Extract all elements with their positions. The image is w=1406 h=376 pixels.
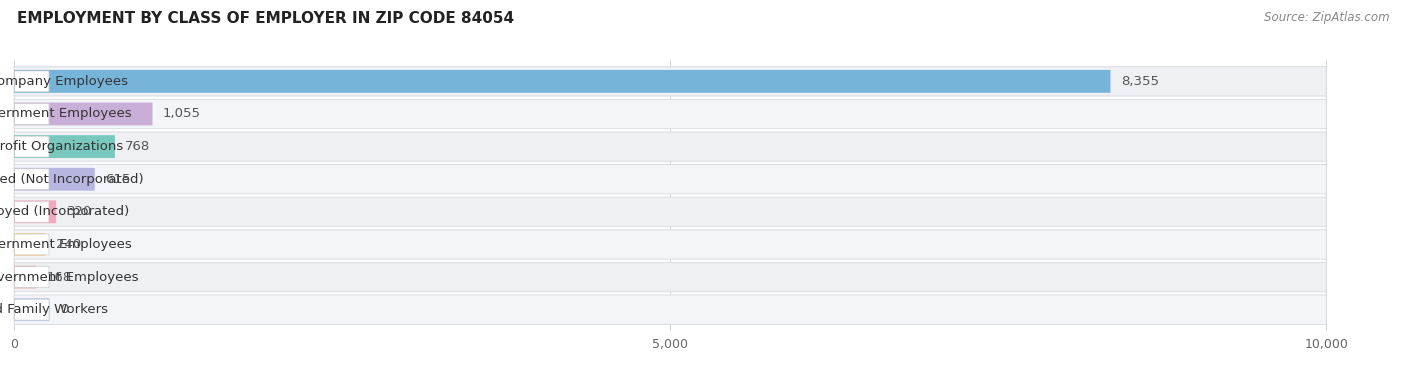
- FancyBboxPatch shape: [14, 70, 1111, 93]
- Text: 320: 320: [66, 205, 91, 218]
- Text: State Government Employees: State Government Employees: [0, 108, 132, 120]
- Text: 8,355: 8,355: [1121, 75, 1159, 88]
- Text: Private Company Employees: Private Company Employees: [0, 75, 128, 88]
- Text: Source: ZipAtlas.com: Source: ZipAtlas.com: [1264, 11, 1389, 24]
- FancyBboxPatch shape: [14, 267, 49, 288]
- FancyBboxPatch shape: [14, 295, 1326, 324]
- FancyBboxPatch shape: [14, 135, 115, 158]
- FancyBboxPatch shape: [14, 99, 1326, 129]
- Text: 168: 168: [46, 271, 72, 284]
- Text: 0: 0: [60, 303, 69, 316]
- FancyBboxPatch shape: [14, 200, 56, 223]
- FancyBboxPatch shape: [14, 298, 49, 321]
- Text: Unpaid Family Workers: Unpaid Family Workers: [0, 303, 108, 316]
- FancyBboxPatch shape: [14, 103, 49, 124]
- Text: EMPLOYMENT BY CLASS OF EMPLOYER IN ZIP CODE 84054: EMPLOYMENT BY CLASS OF EMPLOYER IN ZIP C…: [17, 11, 515, 26]
- Text: 615: 615: [105, 173, 131, 186]
- Text: Not-for-profit Organizations: Not-for-profit Organizations: [0, 140, 124, 153]
- FancyBboxPatch shape: [14, 168, 94, 191]
- FancyBboxPatch shape: [14, 136, 49, 157]
- FancyBboxPatch shape: [14, 67, 1326, 96]
- Text: 1,055: 1,055: [163, 108, 201, 120]
- FancyBboxPatch shape: [14, 230, 1326, 259]
- FancyBboxPatch shape: [14, 132, 1326, 161]
- FancyBboxPatch shape: [14, 197, 1326, 226]
- FancyBboxPatch shape: [14, 202, 49, 222]
- FancyBboxPatch shape: [14, 165, 1326, 194]
- Text: Local Government Employees: Local Government Employees: [0, 238, 131, 251]
- Text: 240: 240: [56, 238, 82, 251]
- FancyBboxPatch shape: [14, 103, 152, 125]
- FancyBboxPatch shape: [14, 71, 49, 92]
- FancyBboxPatch shape: [14, 234, 49, 255]
- Text: Federal Government Employees: Federal Government Employees: [0, 271, 139, 284]
- Text: Self-Employed (Incorporated): Self-Employed (Incorporated): [0, 205, 129, 218]
- Text: 768: 768: [125, 140, 150, 153]
- FancyBboxPatch shape: [14, 262, 1326, 292]
- FancyBboxPatch shape: [14, 169, 49, 190]
- Text: Self-Employed (Not Incorporated): Self-Employed (Not Incorporated): [0, 173, 143, 186]
- FancyBboxPatch shape: [14, 266, 37, 288]
- FancyBboxPatch shape: [14, 233, 45, 256]
- FancyBboxPatch shape: [14, 299, 49, 320]
